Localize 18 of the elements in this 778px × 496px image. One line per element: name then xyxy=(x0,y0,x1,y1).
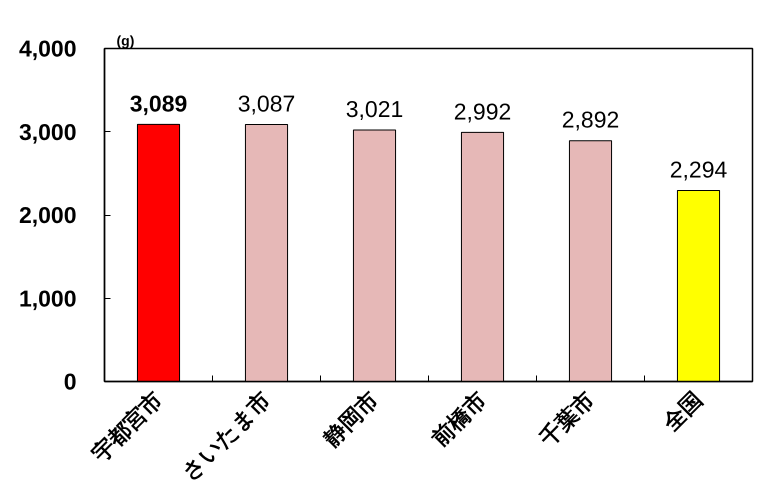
y-tick-label: 4,000 xyxy=(18,36,77,62)
data-label: 3,021 xyxy=(346,96,404,122)
x-tick-label: 前橋市 xyxy=(426,386,492,452)
data-label: 2,992 xyxy=(454,98,512,124)
y-tick-label: 2,000 xyxy=(18,202,77,228)
x-tick-label: 千葉市 xyxy=(534,386,600,452)
data-label: 3,089 xyxy=(130,90,188,116)
x-tick-label: 全国 xyxy=(658,386,708,436)
y-axis-title: (g) xyxy=(116,32,134,48)
x-tick-label: 静岡市 xyxy=(318,386,384,452)
data-label: 2,892 xyxy=(562,106,620,133)
y-tick-label: 1,000 xyxy=(18,285,77,312)
data-label: 3,087 xyxy=(238,90,296,117)
y-tick-label: 0 xyxy=(64,368,77,394)
y-tick-label: 3,000 xyxy=(18,118,77,145)
x-tick-label: 宇都宮市 xyxy=(87,386,168,467)
data-label: 2,294 xyxy=(670,156,728,183)
x-tick-label: さいたま市 xyxy=(177,386,276,485)
